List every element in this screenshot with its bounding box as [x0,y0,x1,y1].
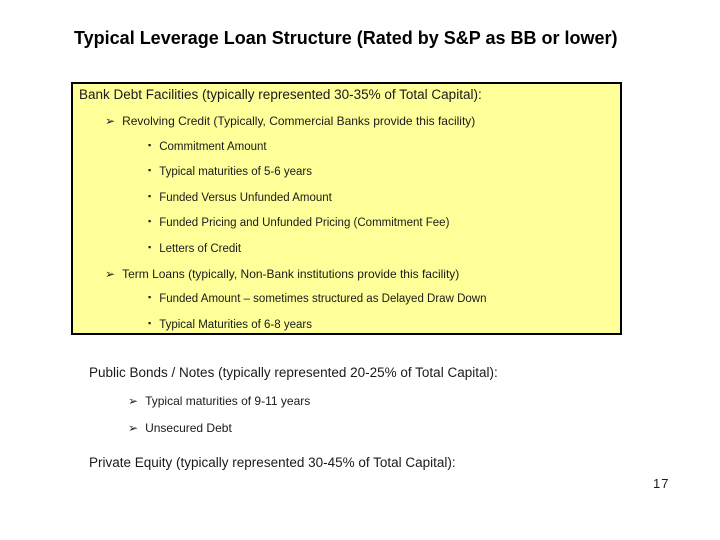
public-bonds-header: Public Bonds / Notes (typically represen… [89,365,498,380]
public-bonds-bullet: ➢ Unsecured Debt [128,421,232,435]
bullet-item-label: Term Loans (typically, Non-Bank institut… [122,267,460,281]
private-equity-header: Private Equity (typically represented 30… [89,455,456,470]
square-bullet-icon: ▪ [148,292,152,302]
bullet-item: ▪ Letters of Credit [148,242,241,255]
bullet-item-label: Commitment Amount [159,141,267,153]
bullet-item: ➢ Revolving Credit (Typically, Commercial… [105,114,475,128]
arrow-bullet-icon: ➢ [128,421,139,435]
public-bonds-bullet: ➢ Typical maturities of 9-11 years [128,394,310,408]
arrow-bullet-icon: ➢ [105,267,116,281]
bank-debt-box-header: Bank Debt Facilities (typically represen… [79,87,482,102]
slide-title: Typical Leverage Loan Structure (Rated b… [74,28,618,48]
bank-debt-box: Bank Debt Facilities (typically represen… [71,82,622,335]
square-bullet-icon: ▪ [148,165,152,175]
bullet-item-label: Typical maturities of 5-6 years [159,166,312,178]
bullet-item-label: Funded Amount – sometimes structured as … [159,293,487,305]
bullet-item: ▪ Typical Maturities of 6-8 years [148,318,312,331]
square-bullet-icon: ▪ [148,140,152,150]
bullet-item-label: Typical Maturities of 6-8 years [159,319,312,331]
arrow-bullet-icon: ➢ [128,394,139,408]
square-bullet-icon: ▪ [148,216,152,226]
bullet-item-label: Revolving Credit (Typically, Commercial … [122,114,476,128]
bullet-item-label: Typical maturities of 9-11 years [145,394,311,408]
bullet-item: ▪ Commitment Amount [148,140,267,153]
square-bullet-icon: ▪ [148,191,152,201]
bullet-item: ➢ Term Loans (typically, Non-Bank institu… [105,267,459,281]
square-bullet-icon: ▪ [148,242,152,252]
bullet-item-label: Unsecured Debt [145,421,232,435]
bullet-item: ▪ Funded Versus Unfunded Amount [148,191,332,204]
bullet-item: ▪ Typical maturities of 5-6 years [148,165,312,178]
bullet-item: ▪ Funded Amount – sometimes structured as… [148,292,486,305]
bullet-item-label: Funded Versus Unfunded Amount [159,192,332,204]
bullet-item-label: Funded Pricing and Unfunded Pricing (Com… [159,217,450,229]
bullet-item-label: Letters of Credit [159,243,242,255]
arrow-bullet-icon: ➢ [105,114,116,128]
square-bullet-icon: ▪ [148,318,152,328]
page-number: 17 [653,476,670,491]
bullet-item: ▪ Funded Pricing and Unfunded Pricing (Co… [148,216,449,229]
